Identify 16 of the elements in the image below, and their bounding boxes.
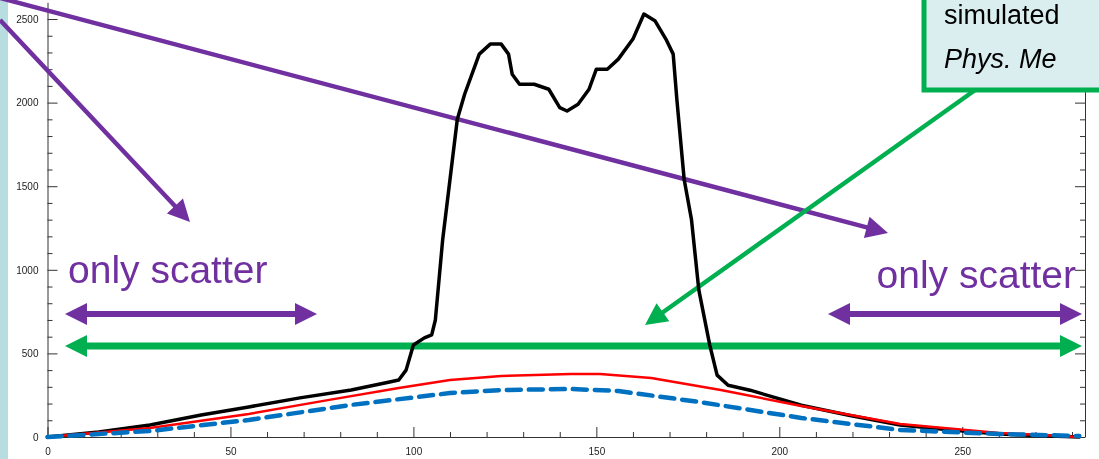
y-tick-label: 0: [32, 431, 39, 443]
y-tick-label: 500: [21, 348, 39, 360]
x-tick-label: 0: [45, 446, 52, 457]
annotation: simulated: [944, 0, 1060, 30]
x-tick-label: 100: [405, 446, 423, 457]
x-tick-label: 150: [588, 446, 606, 457]
y-tick-label: 1500: [16, 180, 39, 192]
y-tick-label: 2500: [16, 13, 39, 25]
y-tick-label: 1000: [16, 264, 39, 276]
x-tick-label: 200: [771, 446, 789, 457]
y-tick-label: 2000: [16, 97, 39, 109]
x-tick-label: 250: [954, 446, 972, 457]
annotation: Phys. Me: [944, 44, 1057, 74]
annotation: only scatter: [68, 248, 268, 291]
annotation: only scatter: [876, 253, 1077, 296]
x-tick-label: 50: [225, 446, 237, 457]
